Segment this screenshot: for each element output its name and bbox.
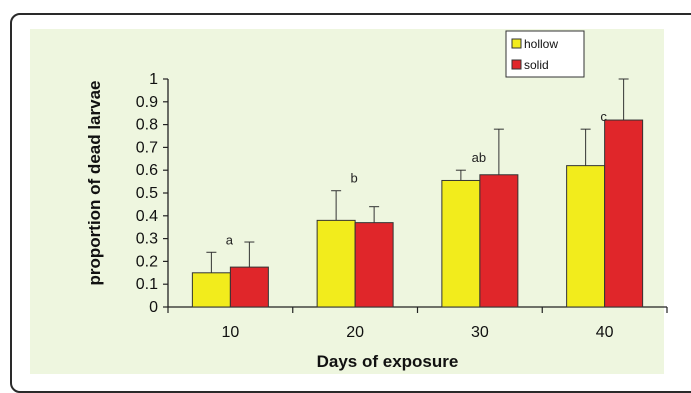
y-tick-label: 0.3 — [136, 231, 158, 248]
y-tick-label: 0.4 — [136, 208, 158, 225]
y-tick-label: 0.6 — [136, 162, 158, 179]
labels: 10 a 20 b 30 ab 40 c Days of exposure proportion … — [85, 81, 614, 371]
bar-hollow — [441, 179, 481, 308]
y-tick-label: 0 — [149, 299, 158, 316]
x-axis-title: Days of exposure — [317, 352, 459, 371]
bar-hollow — [191, 272, 231, 308]
y-tick-label: 0.1 — [136, 276, 158, 293]
y-tick-label: 1 — [149, 71, 158, 88]
significance-label: a — [226, 232, 234, 247]
bar-solid — [479, 174, 519, 308]
bar-solid — [604, 119, 644, 308]
significance-label: b — [351, 171, 358, 186]
y-tick-label: 0.5 — [136, 185, 158, 202]
significance-label: ab — [472, 150, 486, 165]
legend-swatch-hollow — [511, 38, 522, 49]
x-tick-label: 10 — [221, 324, 239, 341]
bars — [191, 78, 644, 308]
y-tick-label: 0.7 — [136, 139, 158, 156]
bar-solid — [354, 222, 394, 308]
x-tick-label: 30 — [471, 324, 489, 341]
legend: hollow solid — [505, 30, 585, 78]
y-tick-label: 0.2 — [136, 253, 158, 270]
legend-label-solid: solid — [524, 58, 549, 72]
y-tick-label: 0.9 — [136, 94, 158, 111]
legend-swatch-solid — [511, 59, 522, 70]
chart-panel — [30, 29, 664, 374]
bar-solid — [229, 266, 269, 308]
significance-label: c — [600, 109, 607, 124]
bar-hollow — [566, 165, 606, 308]
y-tick-label: 0.8 — [136, 117, 158, 134]
bar-hollow — [316, 219, 356, 308]
x-tick-label: 40 — [596, 324, 614, 341]
y-axis-title: proportion of dead larvae — [85, 81, 104, 286]
x-tick-label: 20 — [346, 324, 364, 341]
legend-label-hollow: hollow — [524, 37, 558, 51]
axes: 0 0.1 0.2 0.3 0.4 0.5 0.6 0.7 0.8 0.9 1 — [136, 71, 668, 316]
bar-chart: 0 0.1 0.2 0.3 0.4 0.5 0.6 0.7 0.8 0.9 1 10 a 20 b 30 ab… — [85, 30, 668, 371]
